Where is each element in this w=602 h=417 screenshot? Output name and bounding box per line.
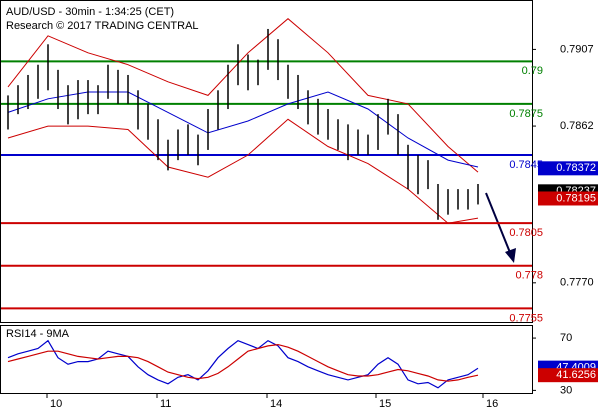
level-label: 0.79 bbox=[522, 65, 543, 77]
chart-title: AUD/USD - 30min - 1:34:25 (CET) bbox=[6, 6, 174, 18]
price-badge bbox=[538, 191, 598, 206]
rsi-line bbox=[7, 339, 479, 389]
rsi-badge bbox=[538, 368, 598, 383]
y-tick-label: 0.7907 bbox=[560, 43, 594, 55]
arrow-head bbox=[505, 248, 516, 263]
rsi-line bbox=[7, 343, 479, 382]
level-label: 0.7875 bbox=[509, 108, 543, 120]
level-label: 0.7755 bbox=[509, 312, 543, 324]
price-badge-label: 0.78372 bbox=[556, 162, 596, 174]
x-tick-label: 11 bbox=[160, 398, 171, 410]
x-tick-label: 16 bbox=[486, 398, 498, 410]
x-tick-label: 10 bbox=[50, 398, 62, 410]
rsi-badge-label: 41.6256 bbox=[556, 369, 596, 381]
price-badge-label: 0.78195 bbox=[556, 192, 596, 204]
x-tick-label: 14 bbox=[270, 398, 282, 410]
price-panel bbox=[0, 0, 533, 323]
level-label: 0.7805 bbox=[509, 227, 543, 239]
chart-subtitle: Research © 2017 TRADING CENTRAL bbox=[6, 20, 199, 32]
level-label: 0.778 bbox=[515, 270, 543, 282]
bollinger-upper bbox=[7, 18, 479, 173]
price-badge bbox=[538, 161, 598, 176]
y-tick-label: 0.7770 bbox=[560, 277, 594, 289]
x-tick-label: 15 bbox=[379, 398, 391, 410]
level-label: 0.7845 bbox=[509, 159, 543, 171]
y-tick-label: 0.7862 bbox=[560, 120, 594, 132]
rsi-title: RSI14 - 9MA bbox=[6, 328, 70, 340]
rsi-panel bbox=[0, 325, 533, 394]
y-tick-label: 70 bbox=[560, 332, 572, 344]
y-tick-label: 30 bbox=[560, 384, 572, 396]
